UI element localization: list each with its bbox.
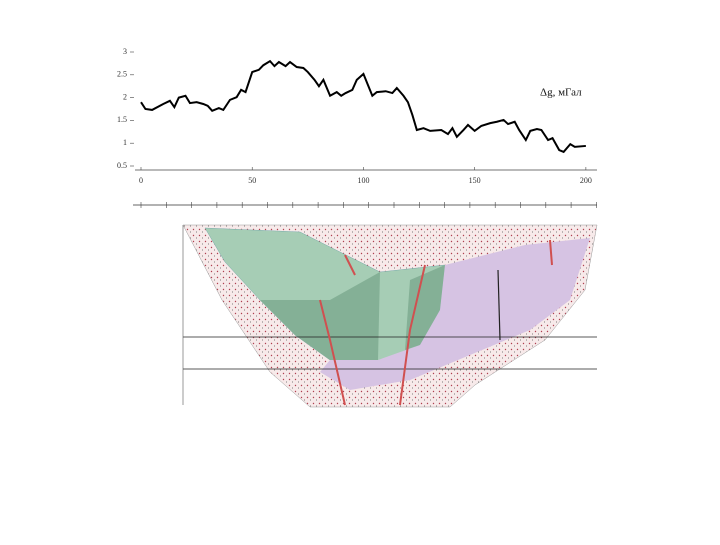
annotation: Δg, мГал: [540, 87, 582, 99]
y-tick-label: 3: [123, 47, 127, 56]
data-line: [140, 59, 586, 154]
x-tick-label: 0: [139, 176, 143, 185]
y-tick-label: 1: [123, 138, 127, 147]
y-tick-label: 2.5: [117, 70, 127, 79]
fault: [549, 239, 553, 266]
x-tick-label: 200: [580, 176, 592, 185]
y-tick-label: 1.5: [117, 115, 127, 124]
well: [497, 269, 501, 341]
y-tick-label: 0.5: [117, 161, 127, 170]
x-tick-label: 100: [357, 176, 369, 185]
x-tick-label: 150: [469, 176, 481, 185]
fault: [399, 264, 426, 406]
fault: [344, 254, 356, 276]
green-dark: [260, 272, 380, 360]
fault: [319, 299, 346, 406]
purple-layer: [320, 238, 590, 390]
x-tick-label: 50: [248, 176, 256, 185]
y-tick-label: 2: [123, 92, 127, 101]
cross-section: [133, 204, 598, 408]
green-dark-2: [405, 265, 445, 350]
